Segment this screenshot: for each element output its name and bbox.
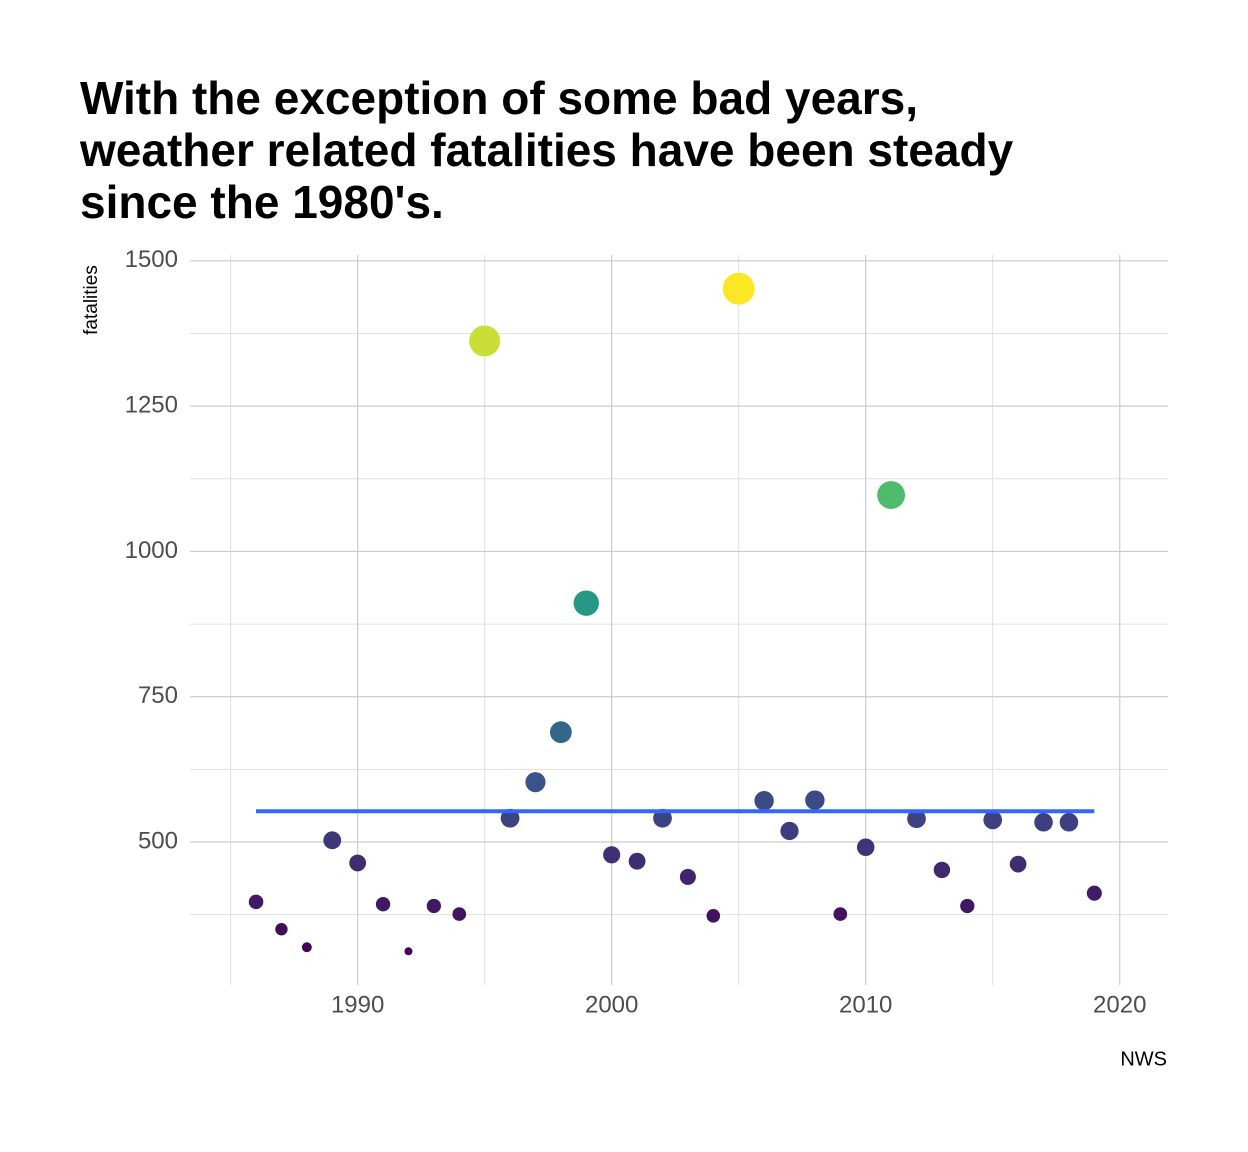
point xyxy=(301,942,312,953)
x-tick-label: 2010 xyxy=(839,991,892,1018)
point xyxy=(833,907,848,921)
point xyxy=(349,854,367,872)
point xyxy=(706,909,721,923)
point xyxy=(877,481,906,509)
point xyxy=(1034,812,1053,832)
x-tick-label: 2000 xyxy=(585,991,638,1018)
point xyxy=(275,923,288,936)
point xyxy=(603,846,621,864)
point xyxy=(426,898,442,914)
point xyxy=(573,590,599,616)
y-tick-label: 750 xyxy=(138,682,178,709)
chart-title: With the exception of some bad years, we… xyxy=(80,72,1014,228)
y-axis-label: fatalities xyxy=(81,265,102,335)
point xyxy=(404,947,413,956)
point xyxy=(323,831,342,850)
y-tick-label: 1000 xyxy=(125,537,178,564)
point xyxy=(780,821,799,841)
x-tick-label: 1990 xyxy=(331,991,384,1018)
point xyxy=(856,838,875,857)
point xyxy=(754,791,774,811)
point xyxy=(500,808,520,828)
point xyxy=(722,272,755,305)
point xyxy=(907,809,926,829)
y-tick-label: 1250 xyxy=(125,391,178,418)
point xyxy=(1086,885,1102,901)
point xyxy=(469,325,501,357)
point xyxy=(375,897,391,912)
point xyxy=(933,861,951,879)
point xyxy=(549,721,572,744)
caption: NWS xyxy=(1120,1048,1167,1070)
y-tick-label: 500 xyxy=(138,827,178,854)
point xyxy=(525,772,546,793)
point xyxy=(452,907,467,921)
point xyxy=(960,898,975,914)
point xyxy=(983,810,1003,830)
point xyxy=(653,808,672,828)
point xyxy=(679,868,696,885)
point xyxy=(805,790,825,810)
point xyxy=(628,852,646,870)
point xyxy=(1059,812,1079,832)
x-tick-label: 2020 xyxy=(1093,991,1146,1018)
point xyxy=(248,894,264,910)
point xyxy=(1009,855,1027,873)
y-tick-label: 1500 xyxy=(125,246,178,273)
